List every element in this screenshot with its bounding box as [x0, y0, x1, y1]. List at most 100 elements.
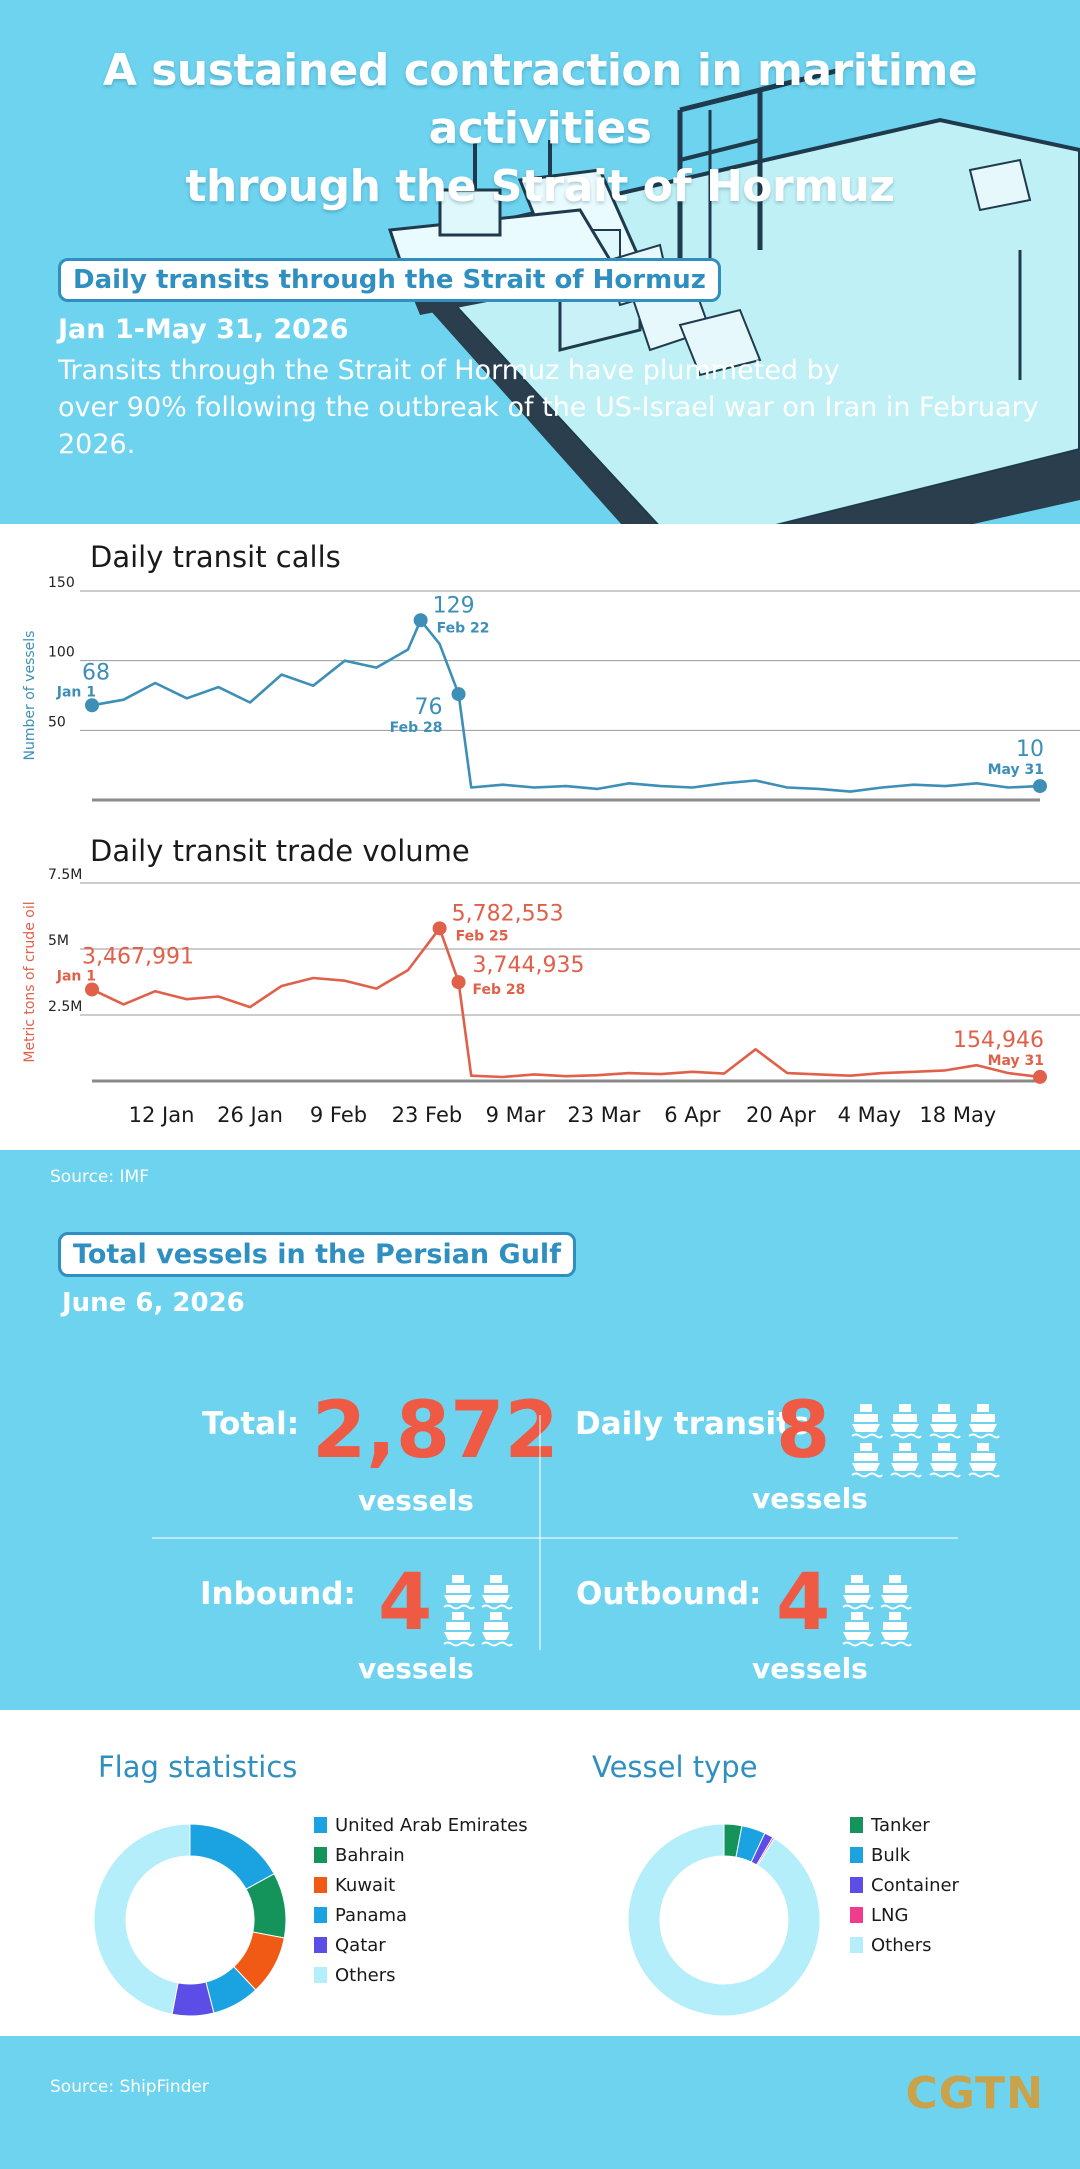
legend-label: Kuwait — [335, 1874, 396, 1896]
ship-icon-wave — [968, 1472, 1000, 1478]
legend-label: Others — [871, 1934, 932, 1956]
legend-item: Bulk — [850, 1840, 959, 1870]
y-tick-label: 100 — [48, 645, 75, 661]
x-tick-label: 26 Jan — [217, 1103, 283, 1127]
legend-swatch — [314, 1937, 327, 1953]
ship-icon-cabin — [938, 1443, 950, 1451]
ship-icon-cabin — [977, 1404, 989, 1412]
x-tick-label: 9 Mar — [486, 1103, 546, 1127]
ship-icon-deck — [484, 1622, 508, 1630]
annotation-value: 3,744,935 — [473, 953, 585, 978]
ship-icon-hull — [852, 1463, 880, 1471]
ship-icon — [851, 1443, 883, 1478]
ship-icon — [890, 1443, 922, 1478]
ship-icon-wave — [851, 1433, 883, 1439]
ship-icon-cabin — [938, 1404, 950, 1412]
ship-icon-hull — [482, 1595, 510, 1603]
outbound-unit: vessels — [752, 1652, 868, 1685]
ship-icon-hull — [843, 1595, 871, 1603]
ship-icon-deck — [446, 1585, 470, 1593]
ship-icon-wave — [443, 1641, 475, 1647]
ship-icon-hull — [482, 1632, 510, 1640]
legend-swatch — [850, 1907, 863, 1923]
annotation-point — [432, 921, 447, 936]
ship-icon — [890, 1404, 922, 1439]
annotation-value: 154,946 — [953, 1028, 1044, 1053]
legend-item: United Arab Emirates — [314, 1810, 528, 1840]
ship-icon-hull — [444, 1595, 472, 1603]
ship-icon-hull — [969, 1424, 997, 1432]
charts-section: Daily transit calls Daily transit trade … — [0, 524, 1080, 1150]
legend-item: Tanker — [850, 1810, 959, 1840]
ship-icon — [842, 1612, 874, 1647]
y-axis-label: Metric tons of crude oil — [22, 901, 38, 1062]
annotation-value: 5,782,553 — [452, 901, 564, 926]
annotation-date: Feb 22 — [437, 620, 490, 636]
y-tick-label: 150 — [48, 575, 75, 591]
inbound-unit: vessels — [358, 1652, 474, 1685]
ship-icon — [929, 1404, 961, 1439]
ship-icon — [880, 1612, 912, 1647]
annotation-value: 3,467,991 — [82, 944, 194, 969]
legend-item: Panama — [314, 1900, 528, 1930]
legend-label: Others — [335, 1964, 396, 1986]
ship-icon-deck — [893, 1453, 917, 1461]
total-label: Total: — [202, 1406, 300, 1442]
ship-icon — [929, 1443, 961, 1478]
ship-icon-hull — [969, 1463, 997, 1471]
annotation-point — [1033, 779, 1047, 794]
ship-icon-hull — [891, 1424, 919, 1432]
ship-icon-deck — [845, 1622, 869, 1630]
description-line-1: Transits through the Strait of Hormuz ha… — [58, 355, 840, 386]
ship-icon-deck — [883, 1622, 907, 1630]
ship-icon-wave — [481, 1604, 513, 1610]
daily-transits-value: 8 — [776, 1386, 831, 1476]
ship-icon-cabin — [889, 1612, 901, 1620]
ship-icon-deck — [845, 1585, 869, 1593]
legend-item: Bahrain — [314, 1840, 528, 1870]
annotation-point — [85, 982, 99, 997]
ship-icon-hull — [444, 1632, 472, 1640]
stats-divider-and-icons — [152, 1404, 1000, 1650]
legend-label: LNG — [871, 1904, 909, 1926]
ship-icon-hull — [930, 1463, 958, 1471]
legend-swatch — [314, 1907, 327, 1923]
ship-icon-wave — [842, 1604, 874, 1610]
annotation-point — [1033, 1069, 1047, 1084]
ship-icon-cabin — [851, 1612, 863, 1620]
annotation-value: 10 — [1016, 737, 1044, 762]
ship-icon — [968, 1404, 1000, 1439]
source-imf: Source: IMF — [50, 1167, 149, 1187]
ship-icon — [481, 1575, 513, 1610]
ship-icon-deck — [854, 1414, 878, 1422]
ship-icon-cabin — [851, 1575, 863, 1583]
flag-stats-title: Flag statistics — [98, 1750, 298, 1784]
legend-label: Bahrain — [335, 1844, 405, 1866]
annotation-date: Jan 1 — [56, 968, 96, 984]
inbound-label: Inbound: — [200, 1576, 356, 1612]
daily-transits-label: Daily transits: — [575, 1406, 822, 1442]
chart2-title: Daily transit trade volume — [90, 834, 470, 868]
ship-icon-wave — [929, 1472, 961, 1478]
stats-date: June 6, 2026 — [62, 1288, 245, 1318]
inbound-value: 4 — [378, 1558, 433, 1648]
legend-item: Container — [850, 1870, 959, 1900]
total-unit: vessels — [358, 1484, 474, 1517]
legend-label: United Arab Emirates — [335, 1814, 528, 1836]
legend-swatch — [314, 1847, 327, 1863]
ship-icon — [880, 1575, 912, 1610]
ship-icon-cabin — [977, 1443, 989, 1451]
outbound-label: Outbound: — [576, 1576, 762, 1612]
ship-icon-wave — [851, 1472, 883, 1478]
vessel-stats-section: Total vessels in the Persian Gulf June 6… — [0, 1150, 1080, 1710]
series-line — [91, 619, 1041, 793]
y-tick-label: 5M — [48, 933, 69, 949]
annotation-point — [413, 613, 428, 628]
ship-icon-hull — [843, 1632, 871, 1640]
ship-icon — [481, 1612, 513, 1647]
legend-swatch — [314, 1967, 327, 1983]
donut-charts-svg — [93, 1823, 821, 2017]
hero-section: A sustained contraction in maritime acti… — [0, 0, 1080, 524]
ship-icon-deck — [932, 1414, 956, 1422]
ship-icon-deck — [446, 1622, 470, 1630]
